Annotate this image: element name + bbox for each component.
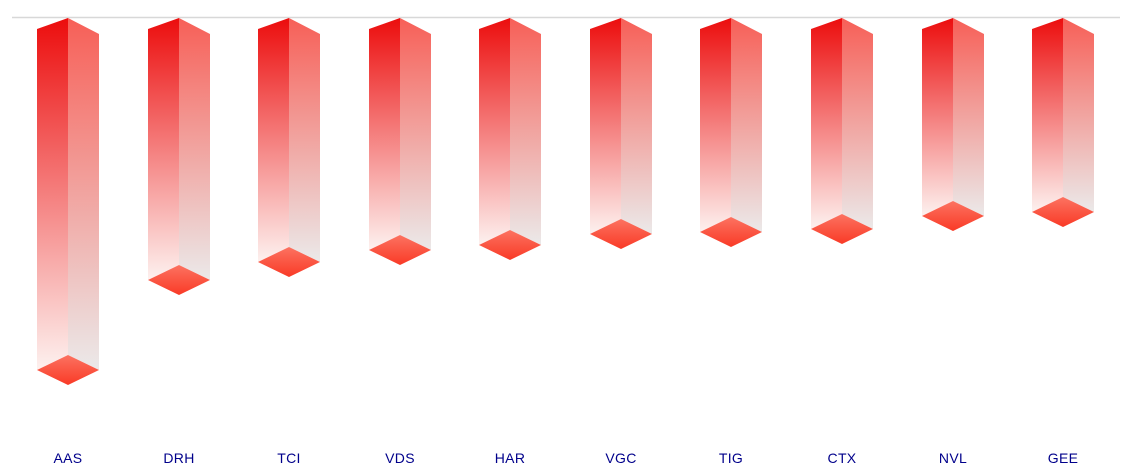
- bar-aas[interactable]: [37, 18, 99, 385]
- bar-bottom-face: [700, 217, 762, 247]
- bar-left-face: [258, 18, 289, 262]
- bar-right-face: [953, 18, 984, 216]
- bar-right-face: [731, 18, 762, 232]
- bar-bottom-face: [369, 235, 431, 265]
- x-axis-label-vds: VDS: [385, 450, 415, 466]
- bar-gee[interactable]: [1032, 18, 1094, 227]
- bar-nvl[interactable]: [922, 18, 984, 231]
- bar-right-face: [68, 18, 99, 370]
- x-axis-labels: AAS DRH TCI VDS HAR VGC TIG CTX NVL GEE: [0, 449, 1141, 469]
- bar-left-face: [148, 18, 179, 280]
- x-axis-label-tig: TIG: [718, 450, 744, 466]
- bars-group: [37, 18, 1094, 385]
- bar-right-face: [179, 18, 210, 280]
- x-axis-label-tci: TCI: [277, 450, 301, 466]
- bar-bottom-face: [922, 201, 984, 231]
- bar-bottom-face: [37, 355, 99, 385]
- bar-bottom-face: [148, 265, 210, 295]
- bar-bottom-face: [479, 230, 541, 260]
- bar-bottom-face: [258, 247, 320, 277]
- bar-vgc[interactable]: [590, 18, 652, 249]
- bar-bottom-face: [1032, 197, 1094, 227]
- x-axis-label-har: HAR: [494, 450, 526, 466]
- bar-bottom-face: [811, 214, 873, 244]
- bar-left-face: [37, 18, 68, 370]
- bar-tci[interactable]: [258, 18, 320, 277]
- bar-tig[interactable]: [700, 18, 762, 247]
- bar-left-face: [1032, 18, 1063, 212]
- bar-right-face: [1063, 18, 1094, 212]
- bar-drh[interactable]: [148, 18, 210, 295]
- bar-right-face: [510, 18, 541, 245]
- bar-left-face: [811, 18, 842, 229]
- bar-left-face: [922, 18, 953, 216]
- bar-har[interactable]: [479, 18, 541, 260]
- bar-vds[interactable]: [369, 18, 431, 265]
- x-axis-label-gee: GEE: [1047, 450, 1079, 466]
- bar-right-face: [289, 18, 320, 262]
- bar-right-face: [400, 18, 431, 250]
- bar-left-face: [369, 18, 400, 250]
- bar-right-face: [842, 18, 873, 229]
- x-axis-label-drh: DRH: [163, 450, 195, 466]
- bar-bottom-face: [590, 219, 652, 249]
- bar-ctx[interactable]: [811, 18, 873, 244]
- x-axis-label-ctx: CTX: [827, 450, 857, 466]
- bar-left-face: [700, 18, 731, 232]
- x-axis-label-vgc: VGC: [605, 450, 637, 466]
- x-axis-label-nvl: NVL: [938, 450, 968, 466]
- bar-left-face: [479, 18, 510, 245]
- bar-right-face: [621, 18, 652, 234]
- bar-left-face: [590, 18, 621, 234]
- x-axis-label-aas: AAS: [53, 450, 83, 466]
